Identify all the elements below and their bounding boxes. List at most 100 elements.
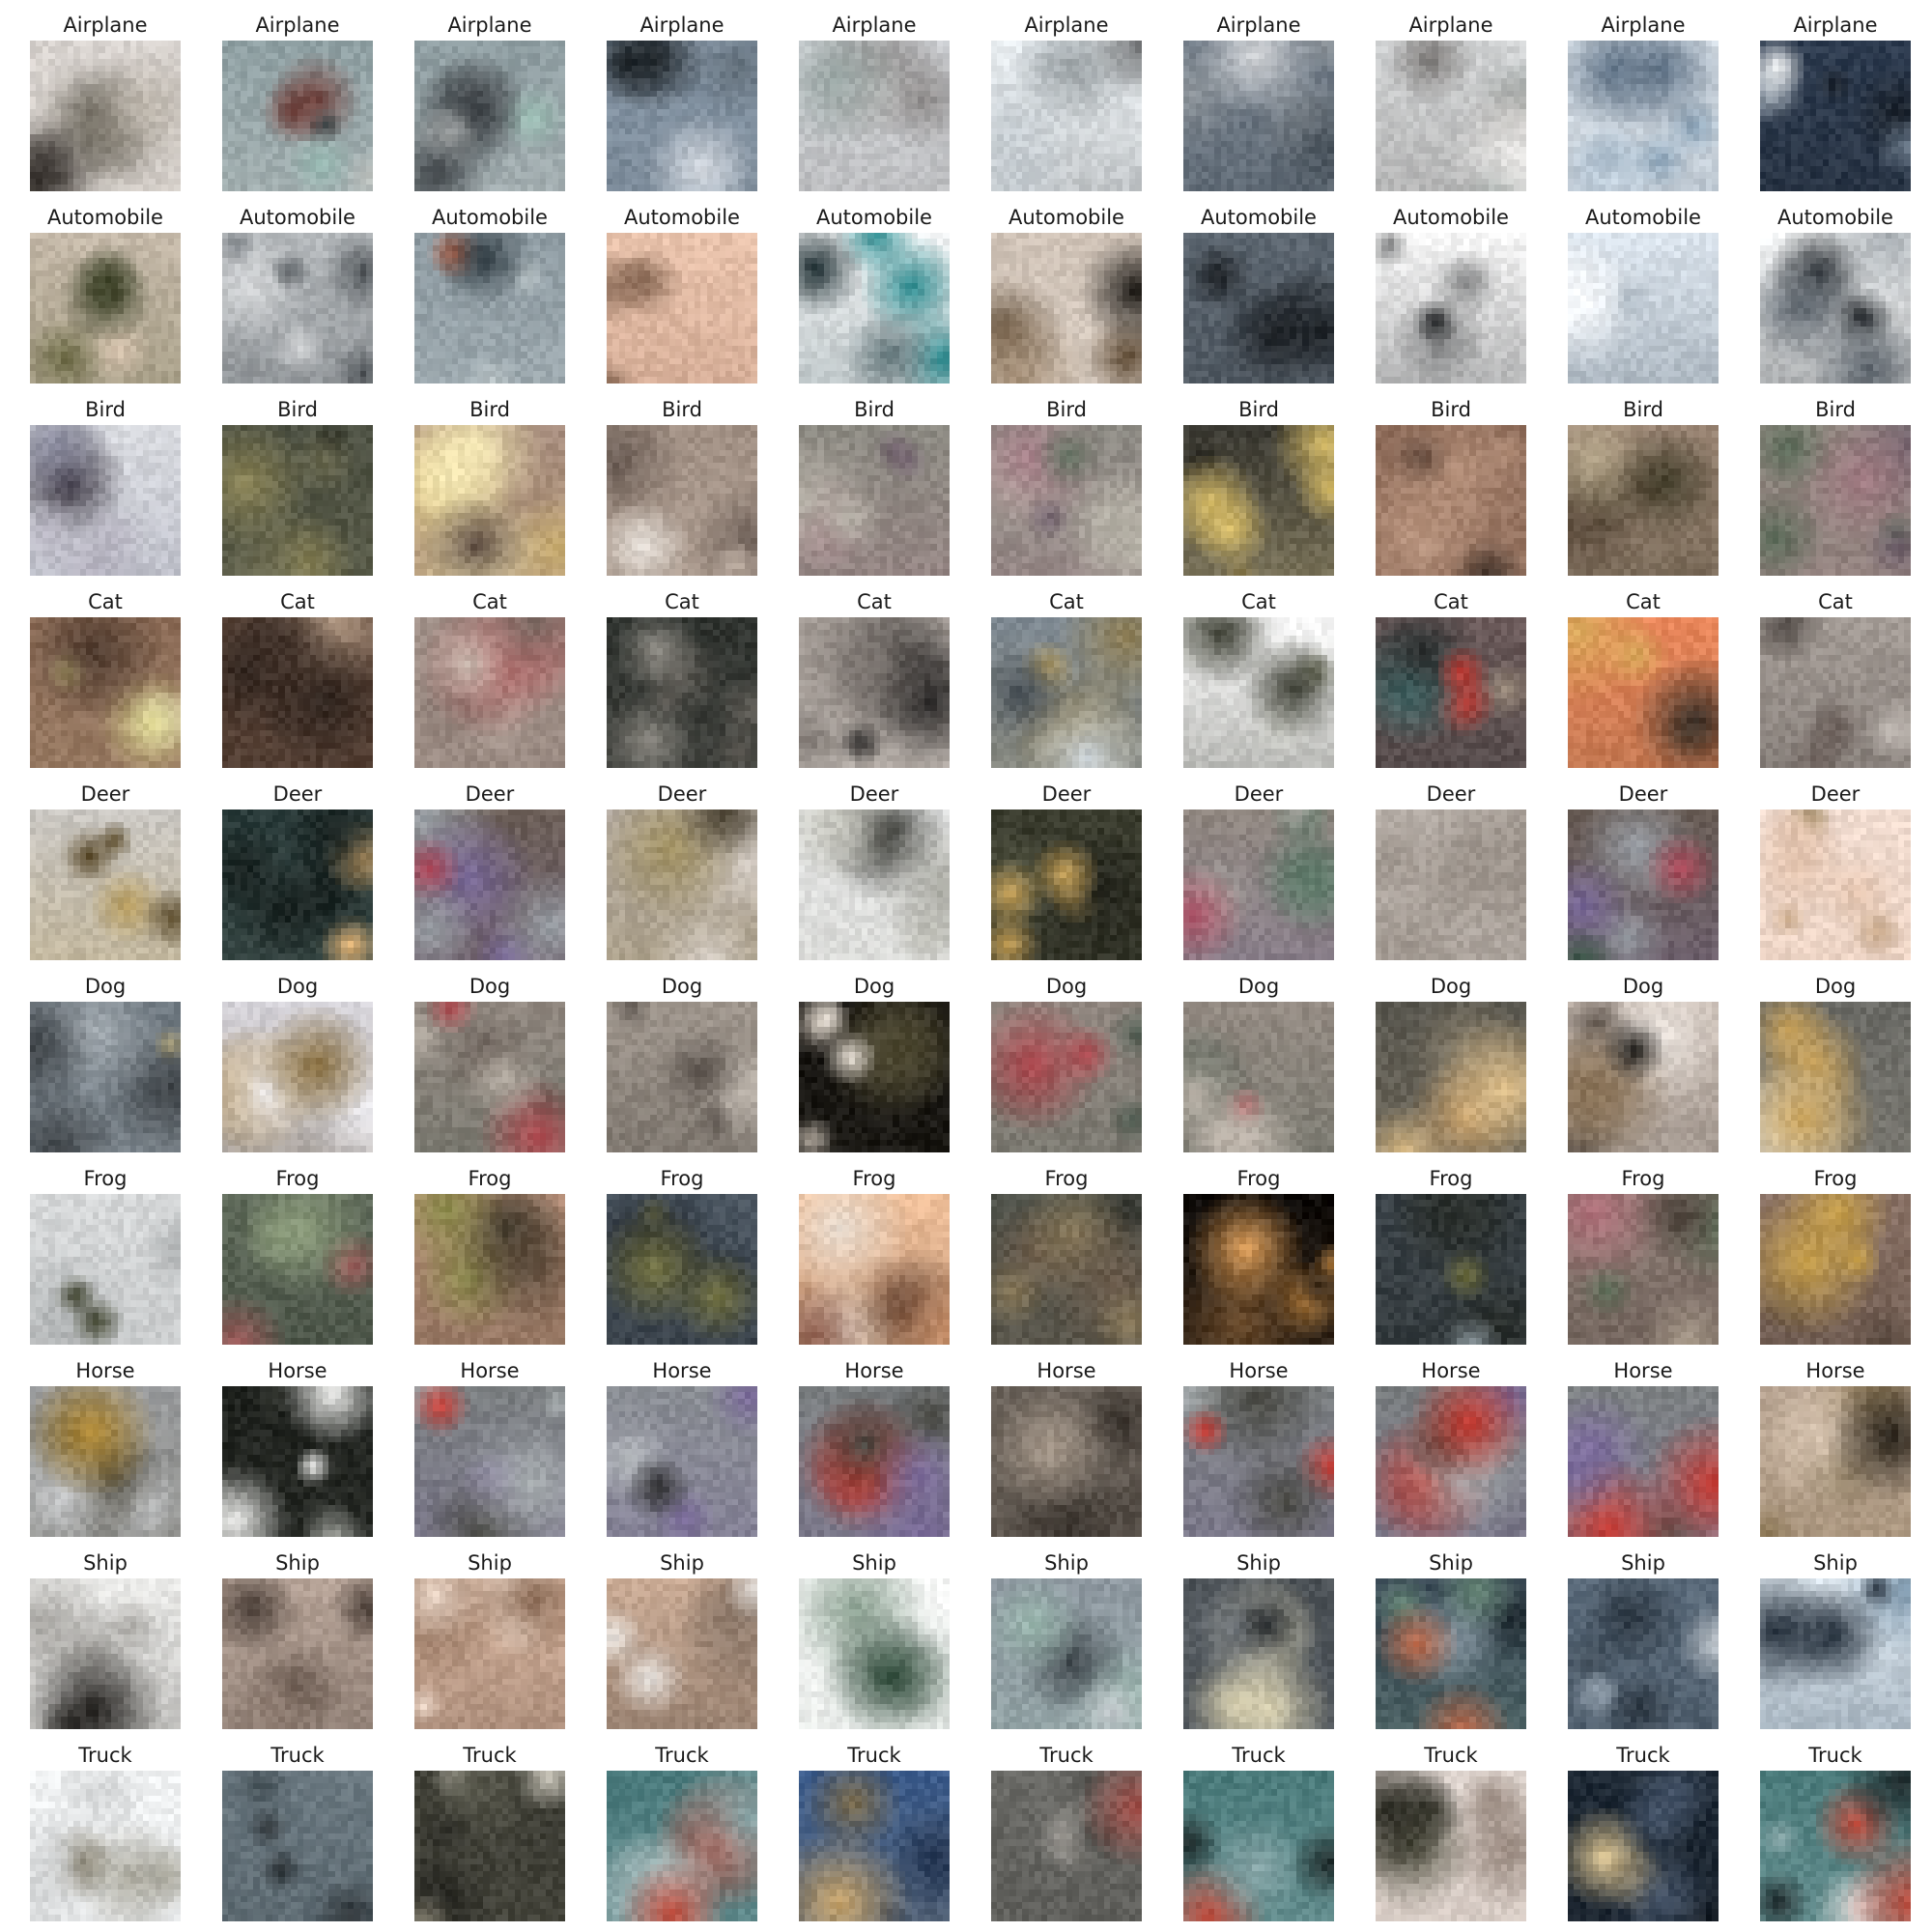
sample-cell: Frog <box>30 1153 181 1345</box>
generated-sample-image <box>222 1002 373 1152</box>
generated-sample-image <box>991 1002 1142 1152</box>
sample-cell: Horse <box>414 1346 565 1537</box>
sample-cell: Truck <box>991 1730 1142 1921</box>
sample-cell: Dog <box>799 961 950 1152</box>
sample-cell: Dog <box>607 961 757 1152</box>
class-label: Horse <box>1421 1359 1481 1382</box>
class-label: Airplane <box>255 14 340 37</box>
class-label: Bird <box>854 398 895 421</box>
class-label: Airplane <box>63 14 148 37</box>
sample-cell: Ship <box>414 1538 565 1729</box>
sample-cell: Horse <box>799 1346 950 1537</box>
class-label: Automobile <box>47 206 163 229</box>
sample-cell: Horse <box>1568 1346 1719 1537</box>
generated-sample-image <box>30 1771 181 1921</box>
class-label: Ship <box>275 1551 320 1575</box>
generated-sample-image <box>414 41 565 191</box>
generated-sample-image <box>799 1771 950 1921</box>
sample-cell: Horse <box>1760 1346 1911 1537</box>
sample-cell: Deer <box>799 769 950 960</box>
generated-sample-image <box>1568 425 1719 576</box>
generated-sample-image <box>414 1771 565 1921</box>
sample-cell: Automobile <box>1376 192 1526 384</box>
class-label: Cat <box>1626 590 1661 613</box>
class-label: Truck <box>270 1744 325 1767</box>
sample-cell: Automobile <box>991 192 1142 384</box>
generated-sample-image <box>991 1386 1142 1537</box>
generated-sample-image <box>991 810 1142 960</box>
class-label: Airplane <box>1408 14 1493 37</box>
class-label: Frog <box>275 1167 320 1190</box>
class-label: Truck <box>1616 1744 1670 1767</box>
class-label: Truck <box>847 1744 901 1767</box>
generated-sample-image <box>414 810 565 960</box>
sample-cell: Truck <box>799 1730 950 1921</box>
sample-cell: Ship <box>1376 1538 1526 1729</box>
class-label: Horse <box>1613 1359 1673 1382</box>
generated-sample-image <box>1760 617 1911 768</box>
generated-sample-image <box>1376 810 1526 960</box>
generated-sample-image <box>607 41 757 191</box>
sample-cell: Truck <box>1376 1730 1526 1921</box>
generated-sample-image <box>1568 810 1719 960</box>
sample-cell: Automobile <box>30 192 181 384</box>
sample-cell: Cat <box>991 577 1142 768</box>
sample-cell: Bird <box>991 384 1142 576</box>
sample-cell: Horse <box>991 1346 1142 1537</box>
sample-cell: Truck <box>1183 1730 1334 1921</box>
class-label: Automobile <box>1585 206 1701 229</box>
generated-sample-image <box>1376 233 1526 384</box>
class-label: Ship <box>660 1551 704 1575</box>
class-label: Ship <box>83 1551 128 1575</box>
class-label: Cat <box>665 590 699 613</box>
generated-sample-image <box>607 1578 757 1729</box>
class-label: Cat <box>857 590 892 613</box>
generated-sample-image <box>1760 1771 1911 1921</box>
class-label: Automobile <box>816 206 932 229</box>
sample-cell: Horse <box>1183 1346 1334 1537</box>
generated-sample-image <box>1376 1771 1526 1921</box>
class-label: Frog <box>1813 1167 1858 1190</box>
class-label: Horse <box>844 1359 904 1382</box>
generated-sample-image <box>1760 233 1911 384</box>
sample-cell: Deer <box>1568 769 1719 960</box>
class-label: Truck <box>463 1744 517 1767</box>
sample-cell: Cat <box>1376 577 1526 768</box>
sample-cell: Airplane <box>1760 0 1911 191</box>
sample-cell: Airplane <box>1376 0 1526 191</box>
generated-sample-image <box>799 425 950 576</box>
generated-sample-image <box>414 617 565 768</box>
class-label: Cat <box>280 590 315 613</box>
generated-sample-image <box>1376 617 1526 768</box>
sample-cell: Deer <box>1760 769 1911 960</box>
class-label: Horse <box>268 1359 327 1382</box>
sample-cell: Automobile <box>799 192 950 384</box>
generated-sample-image <box>414 1194 565 1345</box>
class-label: Airplane <box>1024 14 1109 37</box>
generated-sample-image <box>607 1002 757 1152</box>
class-label: Cat <box>88 590 123 613</box>
generated-sample-image <box>222 810 373 960</box>
sample-cell: Cat <box>607 577 757 768</box>
sample-cell: Airplane <box>30 0 181 191</box>
sample-cell: Dog <box>1568 961 1719 1152</box>
generated-sample-image <box>414 425 565 576</box>
sample-cell: Dog <box>1183 961 1334 1152</box>
generated-sample-image <box>1568 1194 1719 1345</box>
class-label: Ship <box>1429 1551 1473 1575</box>
sample-cell: Deer <box>607 769 757 960</box>
generated-sample-image <box>1183 1386 1334 1537</box>
class-label: Ship <box>1813 1551 1858 1575</box>
generated-sample-image <box>607 810 757 960</box>
class-label: Automobile <box>1009 206 1124 229</box>
class-label: Ship <box>1621 1551 1665 1575</box>
generated-sample-image <box>1183 41 1334 191</box>
generated-sample-image <box>799 1002 950 1152</box>
class-label: Airplane <box>1601 14 1686 37</box>
generated-sample-image <box>30 1194 181 1345</box>
generated-sample-image <box>1376 1386 1526 1537</box>
sample-cell: Truck <box>30 1730 181 1921</box>
class-label: Truck <box>78 1744 132 1767</box>
class-label: Dog <box>853 975 895 998</box>
generated-sample-image <box>991 1578 1142 1729</box>
